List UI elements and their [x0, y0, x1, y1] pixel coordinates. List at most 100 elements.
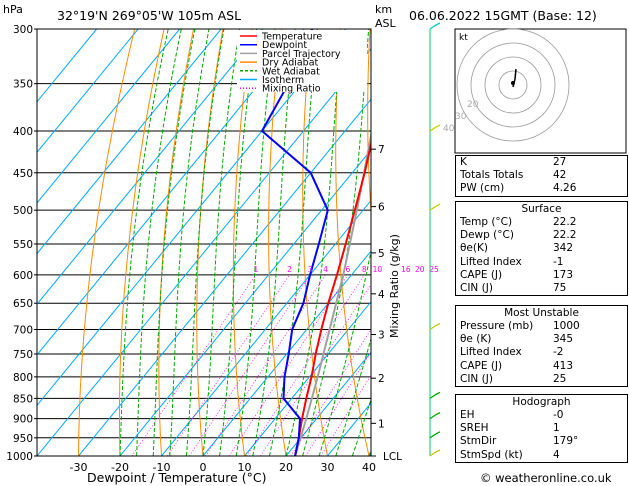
- pressure-axis: 300 350 400 450 500 550 600 650 700 750 800 850 900 9…: [6, 24, 37, 463]
- legend-entry: Isotherm: [262, 75, 304, 86]
- plot-frame: [36, 28, 372, 457]
- wet-adiabat-line: [268, 29, 318, 456]
- hodograph-ring: [498, 70, 528, 100]
- isotherm-line: [78, 98, 371, 456]
- isotherm-line: [119, 149, 371, 456]
- most-unstable-row: Pressure (mb) 1000: [460, 320, 580, 332]
- legend-entry: Wet Adiabat: [262, 66, 320, 77]
- wet-adiabat-line: [169, 29, 210, 456]
- hodograph-table-box: Hodograph EH -0 SREH 1 StmDir 179° StmSpd (…: [455, 394, 628, 463]
- pressure-tick-label: 800: [13, 372, 33, 384]
- legend-entry: Mixing Ratio: [262, 84, 321, 95]
- surface-row: Dewp (°C) 22.2: [460, 229, 577, 242]
- most-unstable-row: CIN (J) 25: [460, 372, 567, 385]
- wind-barb: [429, 449, 441, 457]
- pressure-tick-label: 650: [13, 298, 33, 310]
- wet-adiabat-line: [302, 29, 370, 456]
- most-unstable-box: Most Unstable Pressure (mb) 1000 θe (K) 34…: [455, 305, 628, 387]
- isotherm-line: [244, 300, 371, 456]
- copyright: © weatheronline.co.uk: [480, 471, 612, 485]
- isotherm-line: [37, 29, 347, 407]
- hodograph-table-row: StmSpd (kt) 4: [460, 448, 560, 461]
- isotherm-line: [202, 250, 371, 456]
- temperature-tick-label: 40: [362, 461, 376, 474]
- legend-entry: Parcel Trajectory: [262, 49, 341, 60]
- isotherm-line: [37, 29, 98, 103]
- height-tick-label: 6: [378, 202, 385, 214]
- pressure-tick-label: 350: [13, 79, 33, 91]
- hodograph-table-row: StmDir 179°: [460, 435, 579, 448]
- mixing-ratio-line: [205, 274, 326, 456]
- pressure-tick-label: 450: [13, 168, 33, 180]
- location-title: 32°19'N 269°05'W 105m ASL: [57, 8, 241, 23]
- wet-adiabat-line: [318, 248, 371, 456]
- surface-row: CAPE (J) 173: [460, 268, 574, 281]
- surface-row: θe(K) 342: [460, 242, 574, 255]
- indices-row: K 27: [460, 156, 567, 168]
- mixing-ratio-line: [305, 351, 371, 456]
- hodograph-table-title: Hodograph: [512, 396, 571, 408]
- pressure-tick-label: 900: [13, 414, 33, 426]
- dry-adiabat-line: [78, 29, 136, 456]
- most-unstable-row: θe (K) 345: [460, 333, 574, 346]
- pressure-tick-label: 300: [13, 24, 33, 36]
- indices-box: K 27 Totals Totals 42 PW (cm) 4.26: [455, 155, 628, 197]
- wind-barb: [429, 412, 441, 420]
- mixing-ratio-line: [260, 283, 371, 456]
- pressure-tick-label: 600: [13, 270, 33, 282]
- mixing-ratio-line: [246, 274, 365, 456]
- mixing-ratio-tick-label: 16: [401, 265, 411, 274]
- temperature-tick-label: -30: [70, 461, 88, 474]
- height-tick-label: 7: [378, 144, 385, 156]
- wind-barb: [429, 22, 441, 30]
- isotherm-line: [37, 29, 264, 305]
- hodograph-ring: [484, 56, 542, 114]
- wind-barb: [429, 322, 441, 331]
- wet-adiabat-line: [185, 29, 225, 456]
- dry-adiabat-line: [196, 29, 224, 456]
- asl-unit: ASL: [375, 17, 397, 30]
- temperature-tick-label: -20: [111, 461, 129, 474]
- wind-barb: [429, 431, 441, 439]
- temperature-tick-label: 10: [238, 461, 252, 474]
- hodograph-table-row: SREH 1: [460, 422, 560, 435]
- legend-background: [237, 30, 367, 92]
- temperature-tick-label: 0: [200, 461, 207, 474]
- mixing-ratio-tick-label: 3: [308, 265, 313, 274]
- dry-adiabat-line: [268, 29, 287, 456]
- pressure-tick-label: 950: [13, 433, 33, 445]
- wet-adiabat-line: [119, 29, 169, 456]
- surface-row: CIN (J) 75: [460, 281, 567, 294]
- wet-adiabat-line: [136, 29, 182, 456]
- surface-box: Surface Temp (°C) 22.2 Dewp (°C) 22.2 θe(K…: [455, 201, 628, 297]
- mixing-ratio-tick-label: 4: [323, 265, 328, 274]
- height-axis: 7 6 5 4 3 2 1 LCL: [371, 144, 402, 463]
- hodograph-ring: [456, 28, 570, 142]
- dry-adiabat-line: [335, 29, 370, 456]
- pressure-tick-label: 1000: [6, 451, 33, 463]
- pressure-tick-label: 850: [13, 393, 33, 405]
- hpa-unit: hPa: [3, 3, 23, 16]
- dry-adiabat-line: [399, 29, 452, 456]
- pressure-tick-label: 750: [13, 349, 33, 361]
- legend-entry: Dewpoint: [262, 40, 307, 51]
- temperature-tick-label: 20: [279, 461, 293, 474]
- mixing-ratio-tick-label: 2: [287, 265, 292, 274]
- hodograph-ring-label: 20: [467, 100, 479, 110]
- mixing-ratio-line: [320, 374, 371, 456]
- hodograph-table-row: EH -0: [460, 409, 564, 421]
- legend-entry: Temperature: [261, 32, 322, 43]
- wind-barb: [429, 203, 441, 211]
- datetime: 06.06.2022 15GMT (Base: 12): [409, 8, 597, 23]
- x-axis-label: Dewpoint / Temperature (°C): [87, 470, 266, 485]
- wind-barb: [429, 391, 441, 399]
- isotherm-line: [37, 29, 222, 255]
- wet-adiabat-line: [252, 29, 296, 456]
- indices-row: Totals Totals 42: [460, 169, 567, 182]
- isotherm-line: [285, 351, 371, 456]
- mixing-ratio-line: [290, 328, 371, 456]
- isotherm-line: [161, 199, 371, 456]
- hodograph-storm-motion: [511, 81, 515, 85]
